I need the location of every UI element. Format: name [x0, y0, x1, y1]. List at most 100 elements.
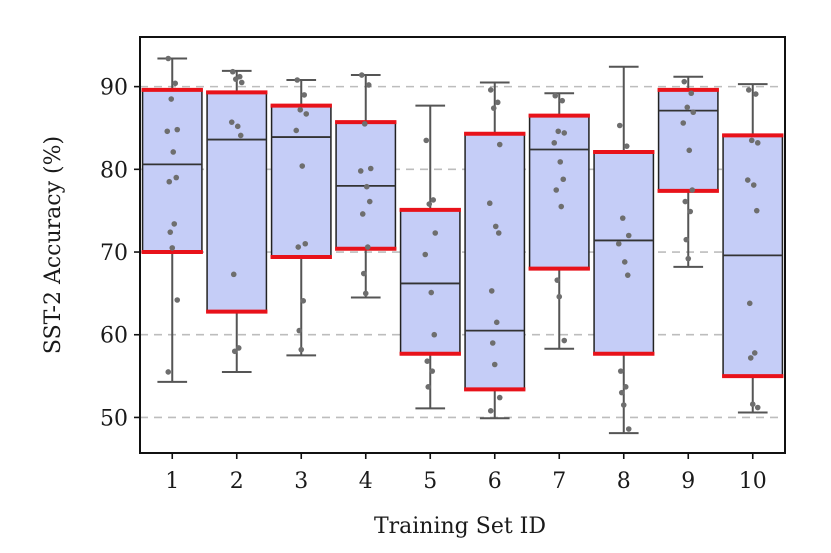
box-4-point [358, 72, 365, 78]
box-1 [141, 57, 203, 383]
box-10-point [754, 140, 761, 146]
box-2-point [231, 348, 238, 355]
box-7-point [561, 337, 568, 344]
plot-frame [139, 36, 786, 454]
box-9-point [690, 109, 697, 116]
box-9-point [681, 78, 688, 85]
x-tick-label-3: 3 [294, 469, 308, 494]
box-5-point [426, 201, 433, 207]
box-3-body [270, 104, 332, 258]
box-1-point [165, 55, 172, 62]
box-10 [722, 83, 784, 414]
box-6-point [486, 200, 493, 207]
y-axis-label: SST-2 Accuracy (%) [41, 136, 66, 354]
point-layer [164, 55, 761, 432]
box-7-point [559, 97, 566, 104]
box-8-point [625, 232, 632, 239]
box-6-point [491, 361, 498, 368]
box-3-point [293, 127, 300, 134]
box-10-point [747, 355, 754, 361]
box-4-point [357, 168, 364, 174]
box-10-point [746, 300, 753, 307]
box-3-point [294, 77, 301, 83]
x-tick-label-10: 10 [739, 469, 767, 494]
box-10-point [751, 350, 758, 356]
box-2-point [238, 79, 245, 86]
box-1-point [164, 128, 171, 135]
box-4-point [359, 211, 366, 217]
box-6-point [492, 223, 499, 230]
box-3-point [301, 92, 308, 98]
box-8-point [619, 215, 626, 221]
box-4-point [361, 121, 368, 127]
box-2-point [237, 132, 244, 139]
box-5-point [428, 289, 435, 296]
box-3-point [302, 240, 309, 247]
box-4-point [364, 244, 371, 250]
box-5-point [425, 384, 432, 390]
box-6-point [487, 87, 494, 93]
box-2-point [228, 119, 235, 125]
box-7-point [560, 176, 567, 183]
box-2-point [236, 73, 243, 80]
box-9-point [686, 147, 693, 154]
box-1-point [166, 178, 173, 185]
box-1-point [171, 221, 178, 227]
box-9-point [689, 187, 696, 193]
box-6-body [464, 133, 526, 391]
box-1-point [174, 297, 181, 303]
box-6-point [487, 408, 494, 414]
box-3-point [298, 346, 305, 353]
box-7-point [556, 293, 563, 300]
box-3-point [299, 163, 306, 169]
box-3-point [297, 106, 304, 113]
box-10-point [749, 401, 756, 408]
x-tick-label-5: 5 [423, 469, 437, 494]
box-2-point [230, 271, 237, 278]
box-5-point [431, 331, 438, 338]
box-4-point [362, 290, 369, 297]
box-4-point [366, 198, 373, 205]
box-8-point [621, 259, 628, 265]
box-3 [270, 79, 332, 357]
box-2-point [232, 76, 239, 82]
box-9-point [685, 255, 692, 262]
box-9 [657, 75, 719, 268]
box-6-point [496, 141, 503, 148]
box-3-point [295, 244, 302, 250]
box-5-point [432, 230, 439, 236]
box-5-point [430, 197, 437, 203]
box-8-point [620, 402, 627, 408]
box-1-point [174, 126, 181, 133]
box-9-point [682, 198, 689, 205]
box-3-point [296, 327, 303, 334]
tick-layer: 50 60 70 80 90 1 2 3 4 5 6 7 8 9 10 [100, 76, 767, 494]
x-tick-label-6: 6 [488, 469, 502, 494]
x-tick-label-9: 9 [681, 469, 695, 494]
box-5-point [423, 137, 430, 144]
box-7-body [528, 114, 590, 270]
box-1-point [172, 80, 179, 87]
box-10-point [753, 207, 760, 214]
y-tick-label-50: 50 [100, 406, 128, 431]
box-8-point [617, 368, 624, 374]
box-2-body [206, 91, 268, 313]
box-8-point [618, 389, 625, 396]
box-6-point [490, 105, 497, 111]
y-tick-label-70: 70 [100, 241, 128, 266]
box-6-point [488, 288, 495, 294]
y-tick-label-80: 80 [100, 158, 128, 183]
box-4-point [363, 183, 370, 190]
box-4-point [367, 165, 374, 172]
box-8-point [616, 122, 623, 129]
box-4-point [365, 82, 372, 88]
box-8-point [625, 426, 632, 432]
box-7-point [557, 159, 564, 165]
box-2-point [229, 68, 236, 75]
box-10-point [750, 182, 757, 188]
box-3-point [300, 298, 307, 304]
x-tick-label-4: 4 [359, 469, 373, 494]
x-axis-label: Training Set ID [374, 514, 546, 539]
box-7-point [554, 277, 561, 283]
